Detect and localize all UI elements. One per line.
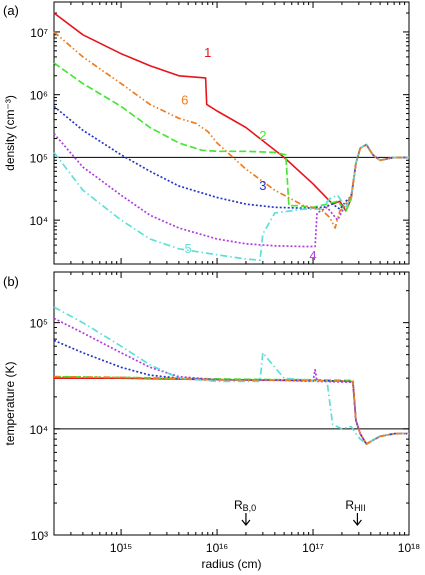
density-series-group	[53, 12, 409, 262]
density-curve-labels: 1 2 3 4 5 6	[181, 45, 317, 263]
series-5-label: 5	[185, 241, 192, 256]
y-tick-label: 10⁴	[29, 423, 48, 437]
series-3-line	[53, 105, 409, 210]
radius-axis-label: radius (cm)	[201, 557, 261, 571]
x-tick-label: 10¹⁶	[206, 541, 228, 555]
y-tick-label: 10⁶	[30, 89, 48, 103]
y-tick-label: 10⁴	[29, 214, 48, 228]
radius-marker-label: RB,0	[234, 498, 256, 513]
down-arrow-icon	[241, 519, 251, 526]
series-1-line	[53, 12, 409, 212]
panel-label-b: (b)	[3, 274, 19, 289]
series-5-line	[53, 306, 409, 445]
y-tick-label: 10⁵	[30, 151, 48, 165]
radius-marker-label: RHII	[345, 498, 365, 513]
series-4-label: 4	[309, 248, 316, 263]
series-3-label: 3	[259, 178, 266, 193]
x-tick-label: 10¹⁵	[110, 541, 132, 555]
series-1-label: 1	[204, 45, 211, 60]
temperature-axis-ticks: 10³ 10⁴ 10⁵ 10¹⁵ 10¹⁶ 10¹⁷ 10¹⁸	[29, 271, 420, 555]
density-plot-frame	[53, 1, 410, 265]
panel-label-a: (a)	[3, 3, 19, 18]
density-panel: 10⁴ 10⁵ 10⁶ 10⁷ 1 2 3 4 5 6 (a) density (cm⁻³)	[3, 1, 410, 265]
y-tick-label: 10³	[31, 529, 48, 543]
density-axis-label: density (cm⁻³)	[3, 95, 17, 171]
series-6-line	[53, 375, 409, 445]
x-tick-label: 10¹⁸	[398, 541, 420, 555]
y-tick-label: 10⁷	[30, 26, 48, 40]
x-tick-label: 10¹⁷	[302, 541, 324, 555]
series-6-line	[53, 31, 409, 229]
density-axis-ticks: 10⁴ 10⁵ 10⁶ 10⁷	[29, 1, 410, 265]
series-6-label: 6	[181, 92, 188, 107]
temperature-series-group	[53, 306, 409, 445]
y-tick-label: 10⁵	[30, 317, 48, 331]
temperature-panel: 10³ 10⁴ 10⁵ 10¹⁵ 10¹⁶ 10¹⁷ 10¹⁸ RB,0 RHII (b) t…	[3, 271, 420, 571]
temperature-plot-frame	[53, 271, 410, 536]
series-2-label: 2	[259, 128, 266, 143]
series-5-line	[53, 143, 409, 262]
radius-annotations: RB,0 RHII	[234, 498, 366, 526]
down-arrow-icon	[352, 519, 362, 526]
series-2-line	[53, 62, 409, 212]
temperature-axis-label: temperature (K)	[3, 361, 17, 445]
